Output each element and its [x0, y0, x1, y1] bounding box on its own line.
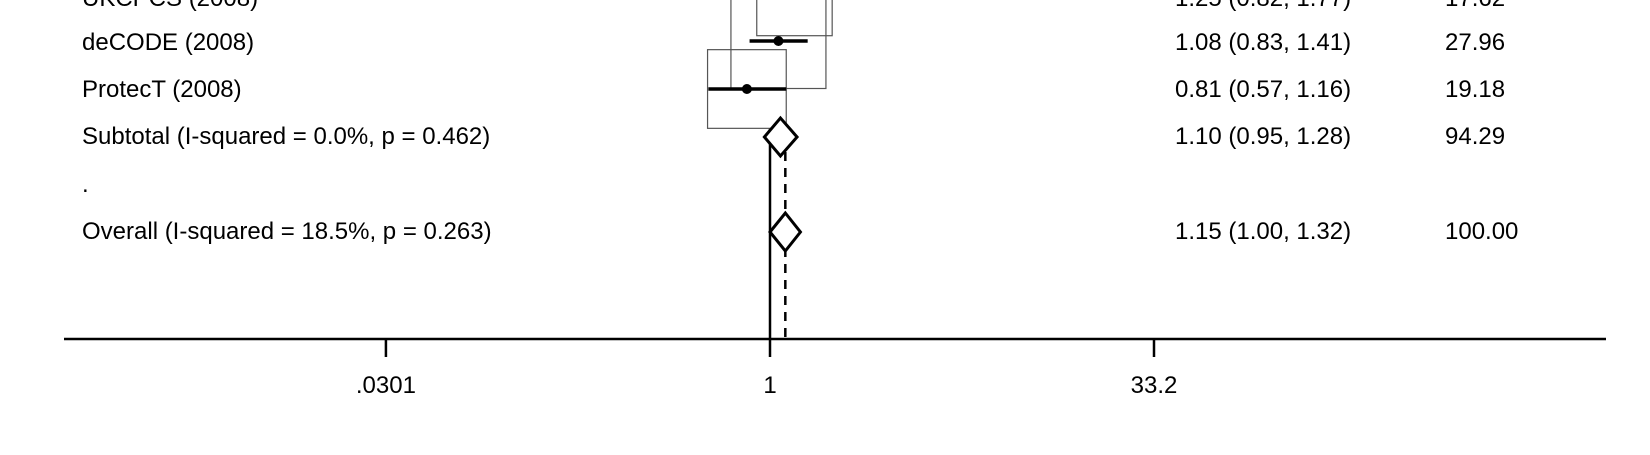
row-label-protect: ProtecT (2008) — [82, 76, 242, 103]
ci-text-protect: 0.81 (0.57, 1.16) — [1175, 76, 1351, 103]
ci-text-decode: 1.08 (0.83, 1.41) — [1175, 29, 1351, 56]
study-label-partial: UKCPCS (2008) — [82, 0, 258, 12]
row-label-decode: deCODE (2008) — [82, 29, 254, 56]
weight-text-overall: 100.00 — [1445, 218, 1518, 245]
row-label-spacer: . — [82, 171, 89, 198]
point-estimate-decode — [773, 36, 784, 46]
study-ci-text-partial: 1.25 (0.82, 1.77) — [1175, 0, 1351, 12]
x-tick-label-0301: .0301 — [356, 372, 416, 399]
x-tick-label-1: 1 — [763, 372, 776, 399]
ci-text-subtotal: 1.10 (0.95, 1.28) — [1175, 123, 1351, 150]
weight-text-subtotal: 94.29 — [1445, 123, 1505, 150]
weight-text-decode: 27.96 — [1445, 29, 1505, 56]
weight-text-protect: 19.18 — [1445, 76, 1505, 103]
diamond-overall — [768, 210, 803, 254]
point-estimate-protect — [741, 84, 752, 94]
ci-text-overall: 1.15 (1.00, 1.32) — [1175, 218, 1351, 245]
weight-box-partial — [756, 0, 833, 37]
row-label-overall: Overall (I-squared = 18.5%, p = 0.263) — [82, 218, 492, 245]
study-weight-text-partial: 17.62 — [1445, 0, 1505, 12]
diamond-subtotal — [762, 115, 800, 159]
x-tick-label-33-2: 33.2 — [1131, 372, 1178, 399]
row-label-subtotal: Subtotal (I-squared = 0.0%, p = 0.462) — [82, 123, 490, 150]
